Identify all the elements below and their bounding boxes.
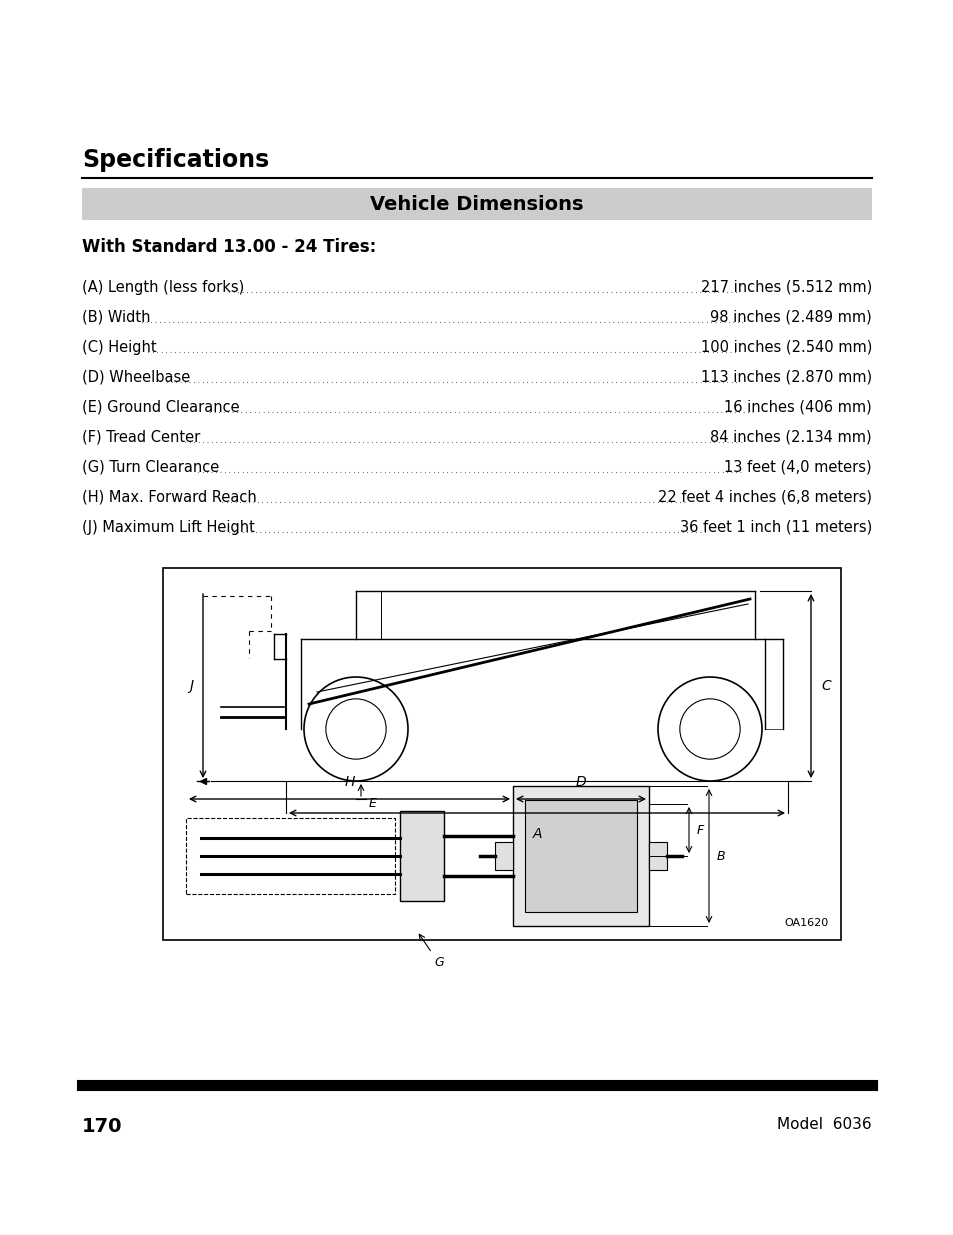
Bar [399, 811, 443, 902]
Text: 170: 170 [82, 1116, 122, 1136]
Text: (F) Tread Center: (F) Tread Center [82, 430, 200, 445]
Bar [513, 785, 648, 926]
Text: 98 inches (2.489 mm): 98 inches (2.489 mm) [709, 310, 871, 325]
Text: 22 feet 4 inches (6,8 meters): 22 feet 4 inches (6,8 meters) [658, 490, 871, 505]
Text: (B) Width: (B) Width [82, 310, 151, 325]
Text: (A) Length (less forks): (A) Length (less forks) [82, 280, 244, 295]
Text: (C) Height: (C) Height [82, 340, 156, 354]
Text: 217 inches (5.512 mm): 217 inches (5.512 mm) [700, 280, 871, 295]
Text: A: A [532, 827, 541, 841]
Text: G: G [434, 956, 443, 969]
Bar [186, 818, 395, 894]
Text: (E) Ground Clearance: (E) Ground Clearance [82, 400, 239, 415]
Text: (H) Max. Forward Reach: (H) Max. Forward Reach [82, 490, 256, 505]
Text: 36 feet 1 inch (11 meters): 36 feet 1 inch (11 meters) [679, 520, 871, 535]
Text: D: D [575, 776, 586, 789]
Text: (J) Maximum Lift Height: (J) Maximum Lift Height [82, 520, 254, 535]
Text: 100 inches (2.540 mm): 100 inches (2.540 mm) [700, 340, 871, 354]
Text: J: J [189, 679, 193, 693]
Text: (D) Wheelbase: (D) Wheelbase [82, 370, 190, 385]
Text: Model  6036: Model 6036 [777, 1116, 871, 1132]
Text: 13 feet (4,0 meters): 13 feet (4,0 meters) [723, 459, 871, 475]
Text: Specifications: Specifications [82, 148, 269, 172]
Text: Vehicle Dimensions: Vehicle Dimensions [370, 194, 583, 214]
Bar [648, 842, 666, 869]
Text: (G) Turn Clearance: (G) Turn Clearance [82, 459, 219, 475]
Bar [524, 800, 637, 911]
Bar [495, 842, 513, 869]
Text: C: C [821, 679, 830, 693]
Text: 84 inches (2.134 mm): 84 inches (2.134 mm) [710, 430, 871, 445]
Text: OA1620: OA1620 [784, 918, 828, 927]
Text: With Standard 13.00 - 24 Tires:: With Standard 13.00 - 24 Tires: [82, 238, 375, 256]
Bar [163, 568, 841, 940]
Text: B: B [717, 850, 725, 862]
Bar [82, 188, 871, 220]
Text: 113 inches (2.870 mm): 113 inches (2.870 mm) [700, 370, 871, 385]
Text: F: F [697, 824, 703, 836]
Text: H: H [344, 776, 355, 789]
Text: 16 inches (406 mm): 16 inches (406 mm) [723, 400, 871, 415]
Text: E: E [369, 797, 376, 810]
